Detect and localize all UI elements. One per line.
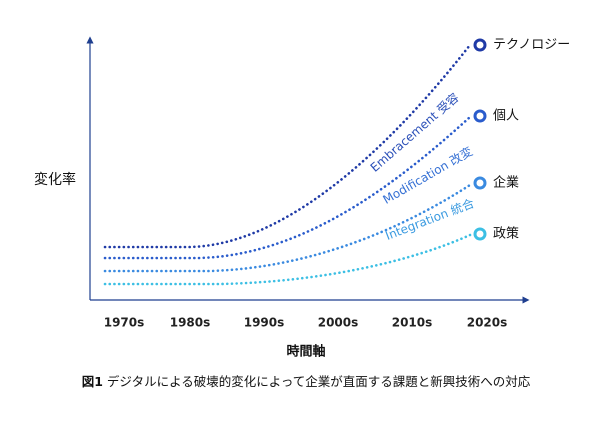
x-tick-label: 2000s (318, 316, 359, 330)
curve (103, 233, 472, 286)
x-tick-label: 1980s (170, 316, 211, 330)
end-label: テクノロジー (493, 38, 570, 53)
end-label: 政策 (493, 226, 519, 242)
curve-end (473, 227, 487, 241)
caption-figure: 図1 (82, 374, 103, 389)
x-tick-label: 2010s (392, 316, 433, 330)
curve-end (473, 176, 487, 190)
end-label: 企業 (493, 175, 519, 191)
x-tick-label: 1990s (244, 316, 285, 330)
curve-end (473, 38, 487, 52)
y-axis-label: 変化率 (34, 171, 76, 188)
curve-label: Integration 統合 (383, 195, 476, 243)
curve (103, 115, 472, 260)
curve-end (473, 109, 487, 123)
caption: 図1 デジタルによる破壊的変化によって企業が直面する課題と新興技術への対応 (82, 374, 531, 389)
x-axis-label: 時間軸 (286, 344, 325, 360)
caption-text: デジタルによる破壊的変化によって企業が直面する課題と新興技術への対応 (107, 374, 531, 389)
curve (103, 43, 472, 249)
x-tick-label: 2020s (467, 316, 508, 330)
curve (103, 183, 472, 273)
end-label: 個人 (493, 109, 519, 124)
x-tick-label: 1970s (104, 316, 145, 330)
